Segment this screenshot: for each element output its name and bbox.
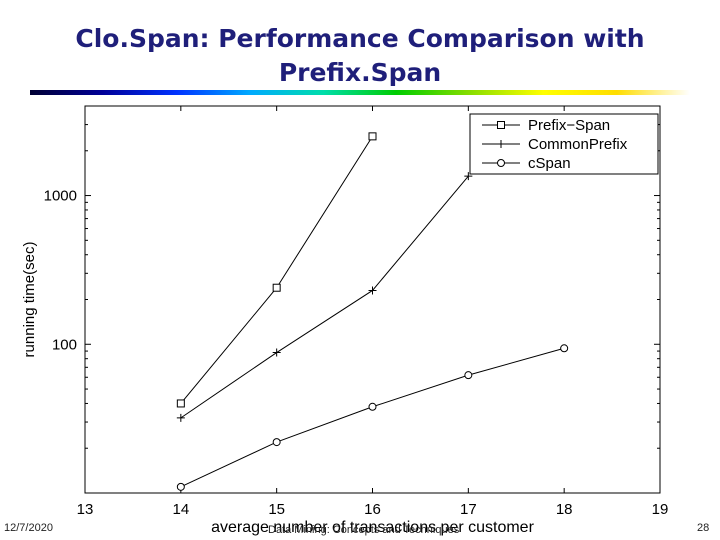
data-point (272, 283, 281, 292)
data-point (368, 286, 377, 295)
footer-date: 12/7/2020 (4, 522, 53, 534)
legend-label: cSpan (528, 155, 571, 172)
x-tick-label: 16 (364, 501, 381, 518)
series-0 (176, 132, 377, 408)
slide-title-line1: Clo.Span: Performance Comparison with (75, 24, 645, 53)
x-tick-label: 19 (652, 501, 669, 518)
data-point (560, 344, 569, 353)
page-number: 28 (697, 522, 710, 534)
footer-source: Data Mining: Concepts and Techniques (268, 524, 460, 536)
legend-marker (497, 140, 505, 148)
data-point (368, 402, 377, 411)
data-point (176, 413, 185, 422)
legend-marker (497, 159, 505, 167)
x-tick-label: 14 (172, 501, 189, 518)
data-point (176, 399, 185, 408)
series-1 (176, 172, 473, 422)
y-tick-label: 1000 (44, 188, 77, 205)
legend-label: CommonPrefix (528, 136, 628, 153)
slide-title-line2: Prefix.Span (278, 58, 442, 87)
data-point (368, 132, 377, 141)
data-point (176, 482, 185, 491)
legend-label: Prefix−Span (528, 117, 610, 134)
x-tick-label: 18 (556, 501, 573, 518)
data-point (272, 438, 281, 447)
data-point (464, 371, 473, 380)
series-line (180, 136, 373, 404)
x-tick-label: 17 (460, 501, 477, 518)
legend-marker (497, 121, 505, 129)
series-2 (176, 344, 569, 491)
x-tick-label: 15 (268, 501, 285, 518)
x-tick-label: 13 (77, 501, 94, 518)
x-axis-label: average number of transactions per custo… (211, 519, 535, 536)
y-axis-label: running time(sec) (21, 242, 38, 358)
series-line (180, 347, 565, 488)
y-tick-label: 100 (52, 336, 77, 353)
series-line (180, 175, 469, 419)
data-point (464, 172, 473, 181)
data-point (272, 348, 281, 357)
title-divider-bar (30, 90, 690, 95)
slide-title: Clo.Span: Performance Comparison with Pr… (40, 22, 680, 90)
